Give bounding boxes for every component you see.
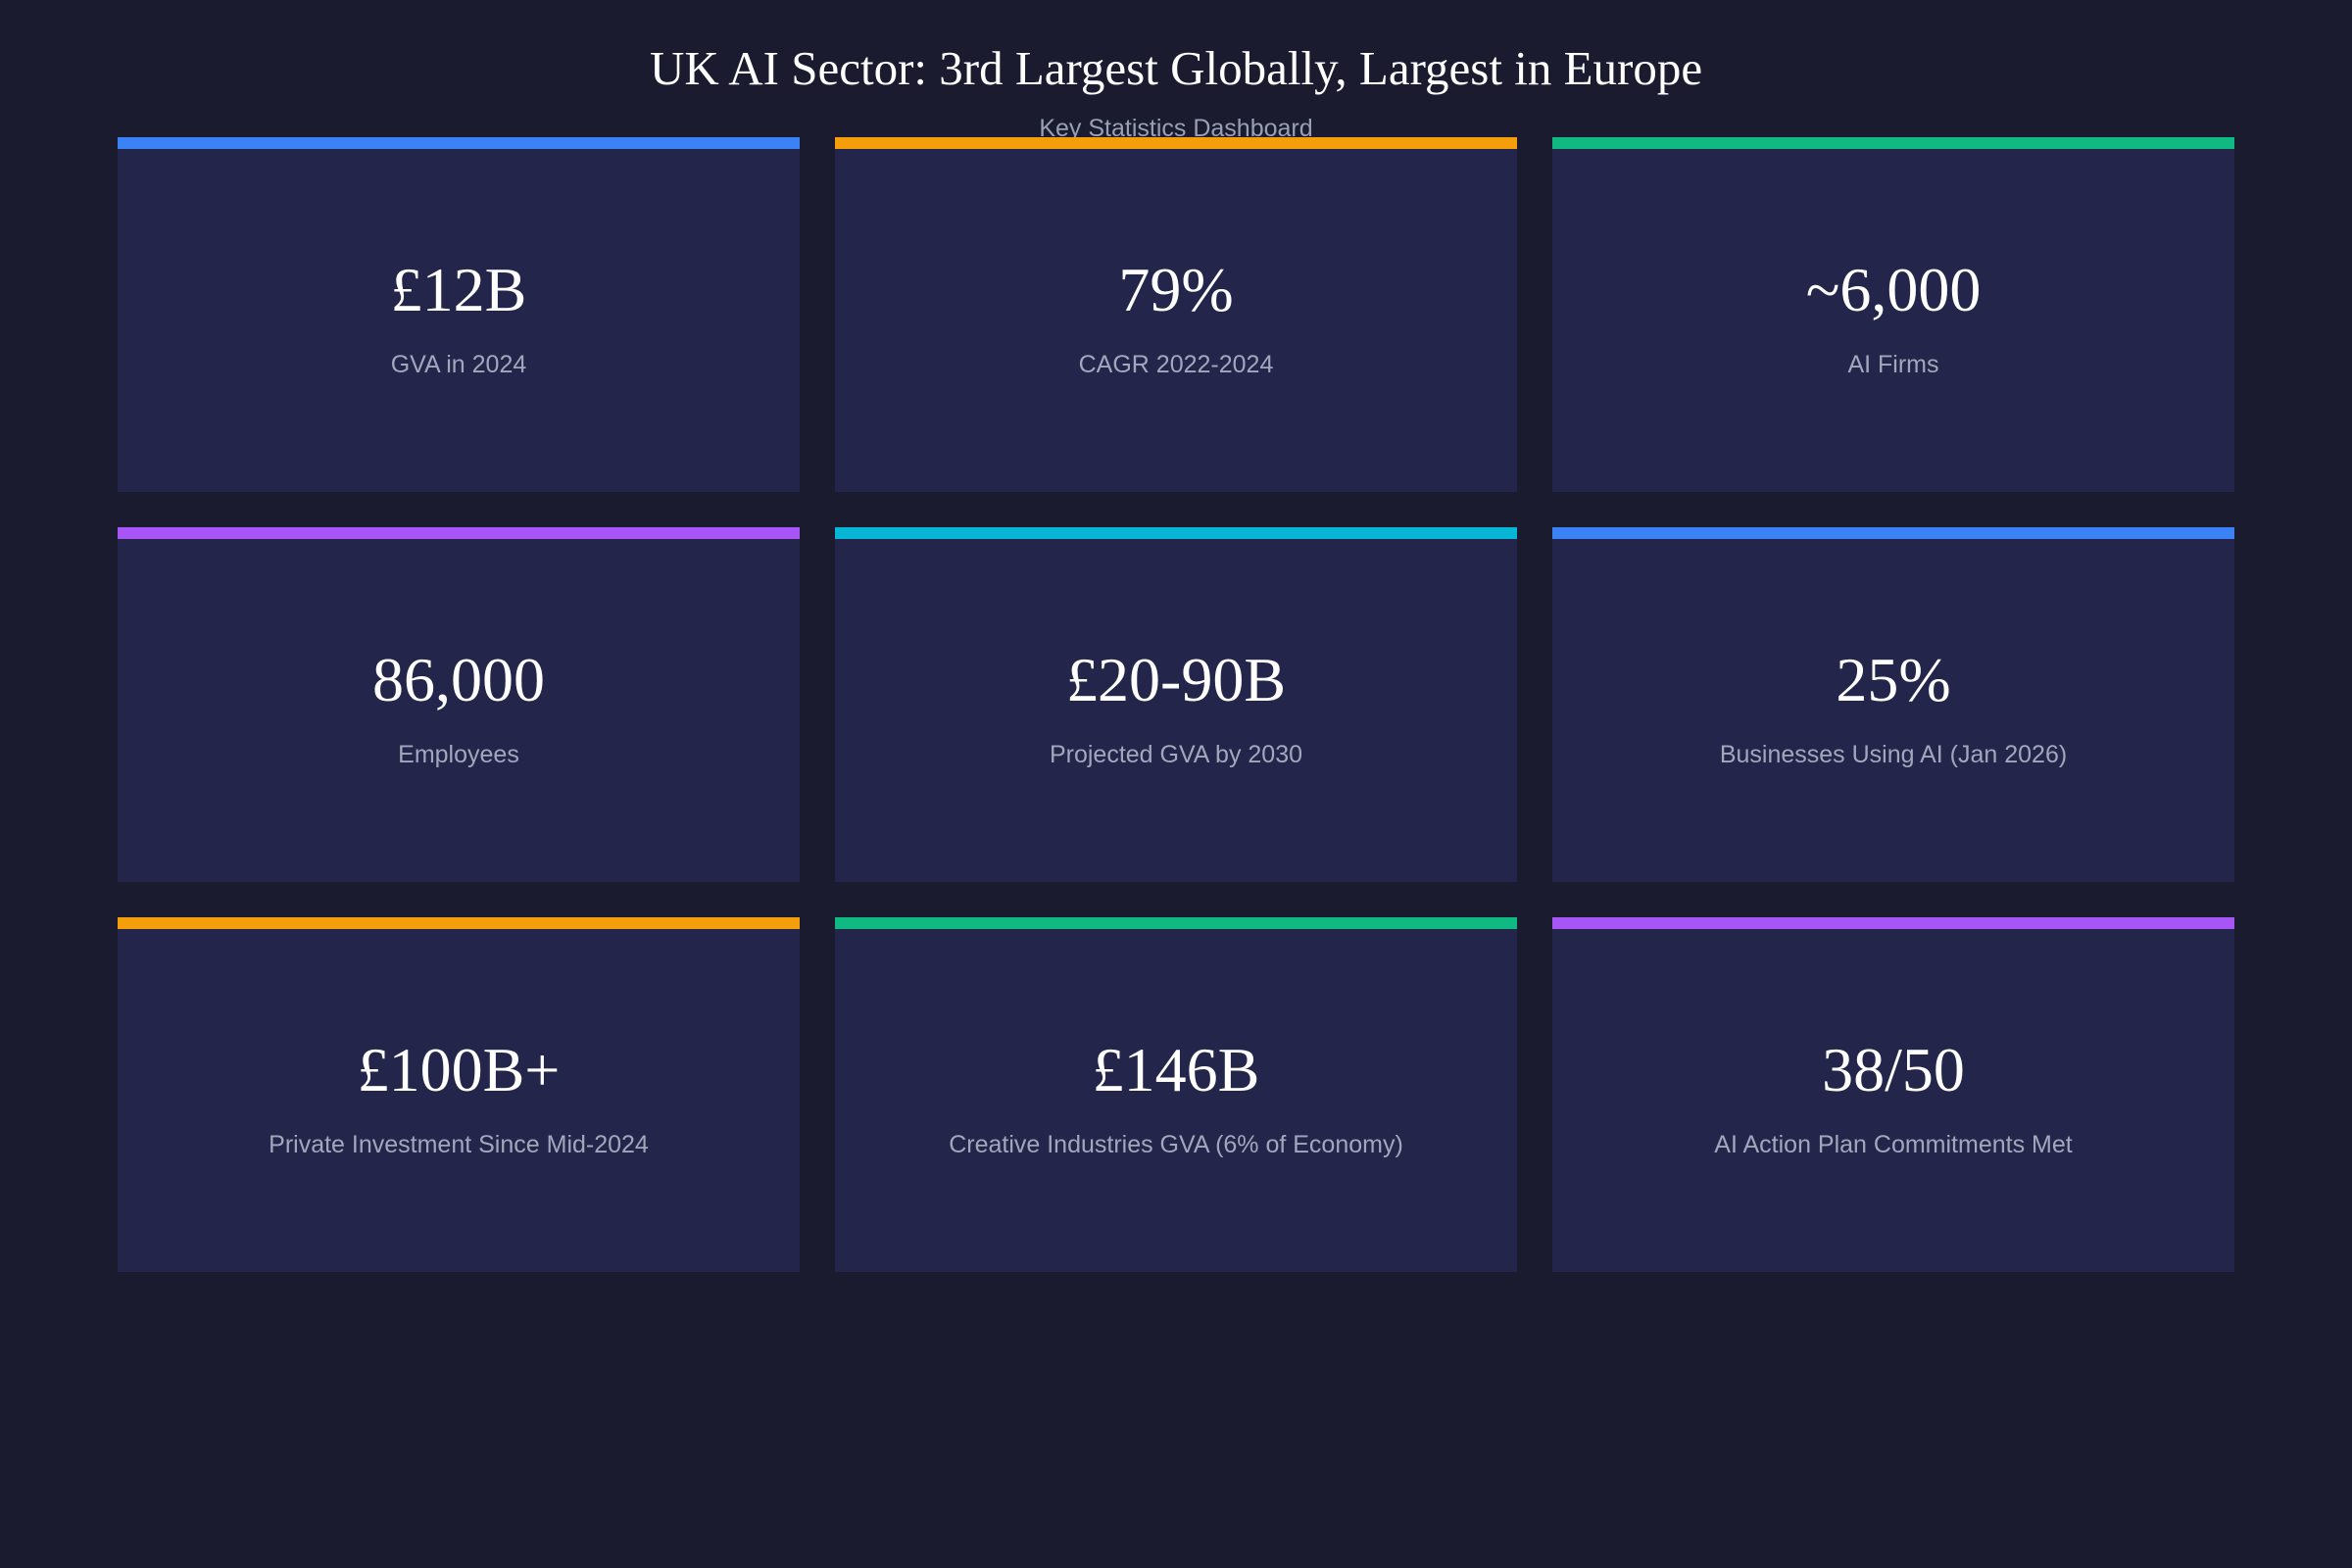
stat-label: Projected GVA by 2030 [1049, 741, 1303, 768]
stat-card-action-plan: 38/50 AI Action Plan Commitments Met [1552, 917, 2234, 1272]
stat-card-employees: 86,000 Employees [118, 527, 800, 882]
stat-value: 38/50 [1822, 1035, 1965, 1104]
stat-card-cagr: 79% CAGR 2022-2024 [835, 137, 1517, 492]
stat-value: ~6,000 [1805, 255, 1982, 324]
stat-value: £146B [1092, 1035, 1260, 1104]
stat-label: Creative Industries GVA (6% of Economy) [949, 1131, 1403, 1158]
stat-card-ai-firms: ~6,000 AI Firms [1552, 137, 2234, 492]
stat-label: Employees [398, 741, 519, 768]
stat-value: 86,000 [372, 645, 545, 714]
stat-label: AI Firms [1847, 351, 1939, 378]
stat-label: Businesses Using AI (Jan 2026) [1719, 741, 2068, 768]
stat-label: CAGR 2022-2024 [1078, 351, 1274, 378]
stat-card-private-investment: £100B+ Private Investment Since Mid-2024 [118, 917, 800, 1272]
stat-label: AI Action Plan Commitments Met [1714, 1131, 2073, 1158]
stat-value: £12B [390, 255, 527, 324]
stat-value: £100B+ [357, 1035, 561, 1104]
stat-value: £20-90B [1066, 645, 1286, 714]
stat-card-projected-gva: £20-90B Projected GVA by 2030 [835, 527, 1517, 882]
stat-card-business-adoption: 25% Businesses Using AI (Jan 2026) [1552, 527, 2234, 882]
page-title: UK AI Sector: 3rd Largest Globally, Larg… [649, 41, 1703, 95]
stat-value: 25% [1836, 645, 1951, 714]
stats-grid: £12B GVA in 2024 79% CAGR 2022-2024 ~6,0… [118, 137, 2234, 1272]
stat-card-creative-industries: £146B Creative Industries GVA (6% of Eco… [835, 917, 1517, 1272]
stat-label: GVA in 2024 [390, 351, 527, 378]
stat-card-gva-2024: £12B GVA in 2024 [118, 137, 800, 492]
stat-label: Private Investment Since Mid-2024 [269, 1131, 649, 1158]
stat-value: 79% [1118, 255, 1234, 324]
